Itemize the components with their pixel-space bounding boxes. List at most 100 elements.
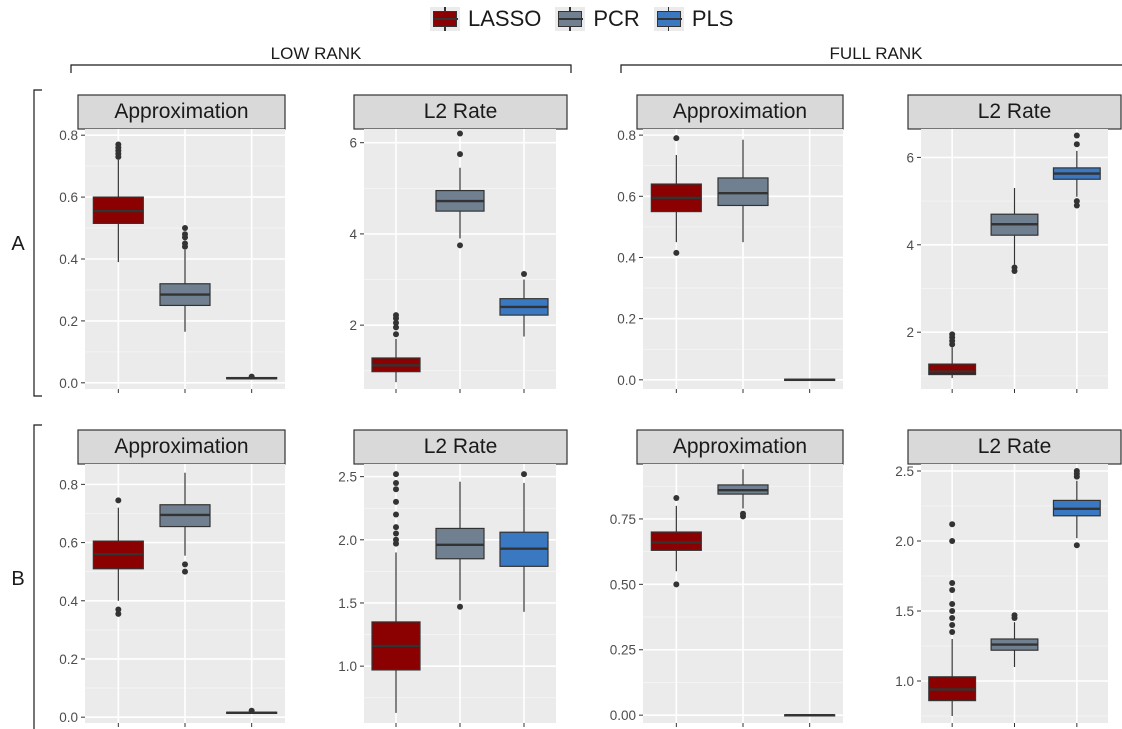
outlier-point — [1073, 542, 1080, 549]
y-tick-label: 0.8 — [617, 128, 636, 143]
panel-b-2: L2 Rate 1.0 1.5 2.0 2.5 — [338, 429, 568, 727]
outlier-point — [949, 521, 956, 528]
bracket-low-rank — [70, 64, 572, 73]
box-pls — [784, 713, 836, 717]
y-tick-label: 0.8 — [59, 128, 78, 143]
outlier-point — [949, 580, 956, 586]
y-tick-label: 0.0 — [59, 376, 78, 391]
outlier-point — [1073, 198, 1080, 205]
panel-title: L2 Rate — [978, 100, 1052, 123]
box-lasso — [650, 495, 702, 588]
outlier-point — [673, 249, 680, 256]
outlier-point — [182, 568, 188, 575]
outlier-point — [521, 471, 527, 478]
box-lasso — [928, 331, 977, 379]
y-tick-label: 0.6 — [617, 189, 636, 204]
y-tick-label: 0.0 — [59, 710, 78, 725]
box-pls — [226, 373, 278, 380]
group-label-low-rank: LOW RANK — [271, 44, 362, 63]
panel-strip — [77, 429, 286, 465]
box-pcr — [159, 472, 211, 575]
panel-title: L2 Rate — [424, 100, 498, 123]
outlier-point — [115, 610, 122, 617]
outlier-point — [393, 486, 399, 493]
box-body — [435, 527, 485, 560]
outlier-point — [393, 312, 399, 319]
panel-strip — [353, 429, 568, 465]
legend-label-lasso: LASSO — [468, 6, 542, 31]
box-lasso — [371, 312, 421, 383]
outlier-point — [949, 615, 956, 621]
outlier-point — [949, 331, 956, 338]
outlier-point — [949, 538, 956, 544]
outlier-point — [393, 498, 399, 505]
outlier-point — [115, 141, 122, 148]
outlier-point — [949, 629, 956, 635]
outlier-point — [393, 319, 399, 326]
y-tick-label: 0.25 — [610, 643, 636, 658]
panel-title: L2 Rate — [424, 435, 498, 458]
y-tick-label: 1.0 — [895, 674, 914, 689]
legend-item-pls: PLS — [653, 6, 733, 32]
outlier-point — [393, 536, 399, 543]
y-tick-label: 2 — [906, 325, 914, 340]
panel-strip — [636, 429, 844, 465]
box-pls — [499, 471, 549, 612]
y-tick-label: 6 — [906, 150, 914, 165]
box-pcr — [717, 469, 769, 520]
box-pls — [226, 707, 278, 715]
outlier-point — [393, 479, 399, 486]
panels: Approximation 0.0 0.2 0.4 0.6 0.8 L2 Rate 2 4 6 Ap… — [59, 94, 1122, 727]
y-tick-label: 0.2 — [617, 312, 636, 327]
box-pcr — [159, 225, 211, 332]
legend-key-pcr — [555, 7, 586, 31]
outlier-point — [393, 530, 399, 537]
box-pls — [1052, 468, 1101, 549]
panel-strip — [636, 94, 844, 130]
bracket-row-a — [33, 89, 42, 397]
y-tick-label: 2 — [349, 318, 357, 333]
outlier-point — [393, 324, 399, 331]
y-tick-label: 4 — [906, 238, 914, 253]
y-tick-label: 0.50 — [610, 577, 636, 592]
outlier-point — [1011, 612, 1018, 619]
panel-a-2: L2 Rate 2 4 6 — [349, 94, 568, 393]
panel-b-4: L2 Rate 1.0 1.5 2.0 2.5 — [895, 429, 1122, 727]
outlier-point — [248, 373, 255, 380]
box-lasso — [92, 497, 144, 617]
outlier-point — [393, 524, 399, 531]
group-brackets: LOW RANK FULL RANK — [70, 44, 1122, 73]
box-lasso — [650, 135, 702, 256]
outlier-point — [949, 587, 956, 593]
y-tick-label: 0.6 — [59, 190, 78, 205]
panel-title: Approximation — [673, 100, 807, 123]
row-brackets: A B — [11, 89, 42, 729]
y-tick-label: 0.2 — [59, 652, 78, 667]
legend-key-lasso — [430, 7, 460, 31]
panel-strip — [353, 94, 568, 130]
box-pls — [1052, 132, 1101, 209]
panel-strip — [907, 94, 1122, 130]
outlier-point — [182, 240, 188, 247]
y-tick-label: 1.0 — [338, 659, 357, 674]
box-lasso — [92, 141, 144, 263]
outlier-point — [521, 271, 527, 278]
y-tick-label: 0.0 — [617, 373, 636, 388]
box-pcr — [990, 187, 1039, 275]
outlier-point — [1073, 141, 1080, 148]
outlier-point — [673, 495, 680, 502]
y-tick-label: 1.5 — [895, 604, 914, 619]
outlier-point — [457, 151, 463, 158]
y-tick-label: 2.5 — [895, 464, 914, 479]
outlier-point — [1073, 132, 1080, 139]
y-tick-label: 0.4 — [59, 252, 78, 267]
y-tick-label: 0.4 — [59, 594, 78, 609]
panel-title: L2 Rate — [978, 435, 1052, 458]
box-body — [717, 177, 769, 207]
y-tick-label: 2.0 — [338, 533, 357, 548]
box-pcr — [990, 612, 1039, 667]
box-body — [928, 363, 977, 376]
y-tick-label: 6 — [349, 136, 357, 151]
panel-title: Approximation — [673, 435, 807, 458]
y-tick-label: 2.0 — [895, 534, 914, 549]
